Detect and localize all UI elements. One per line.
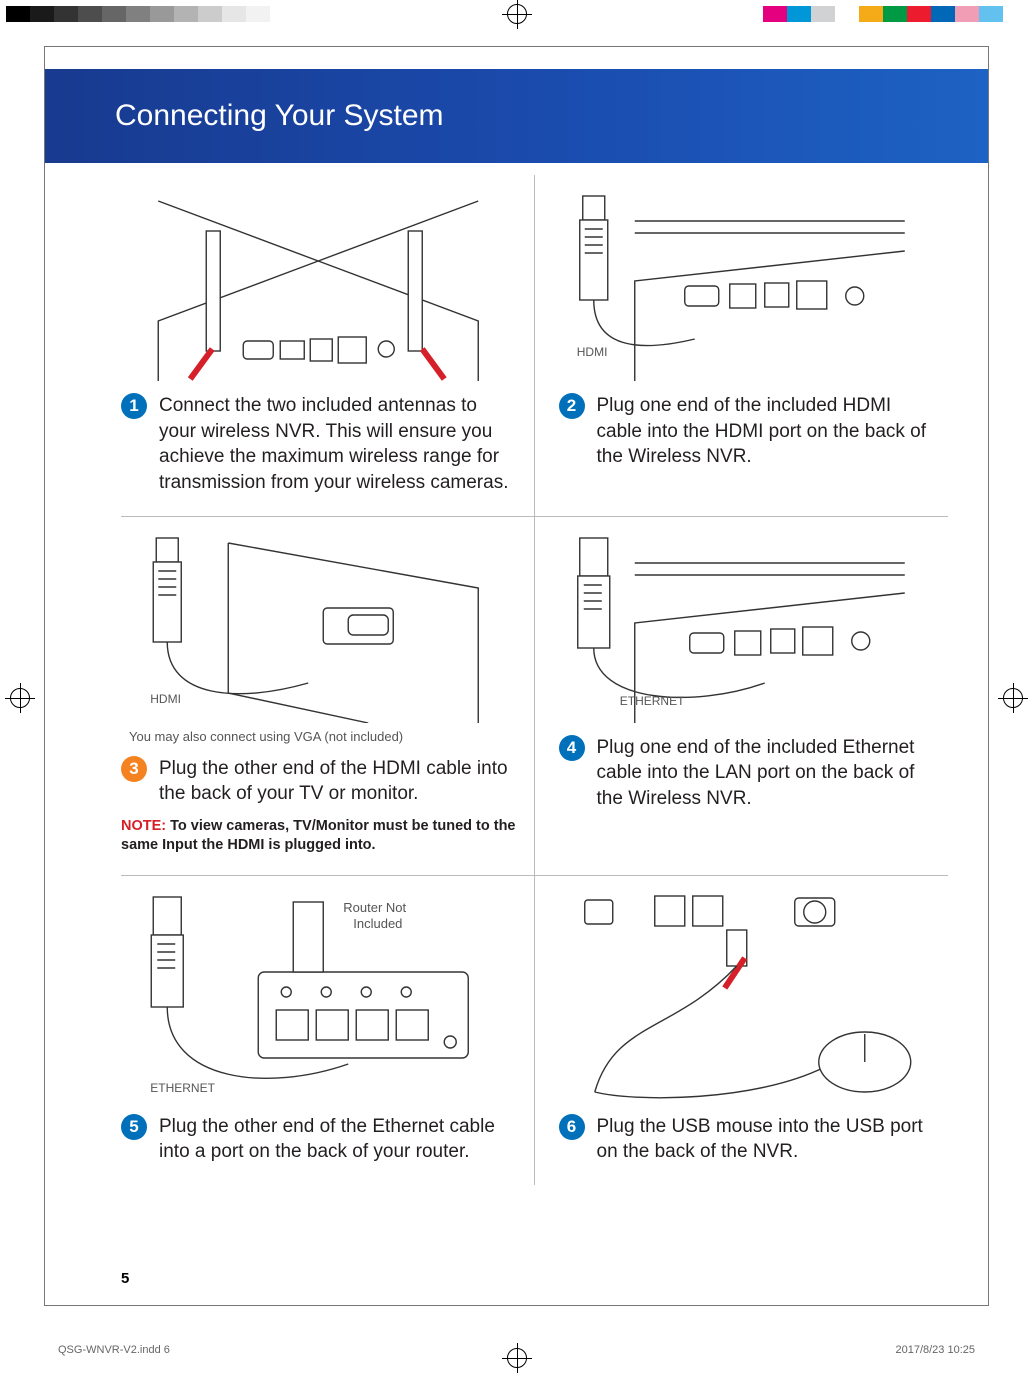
step-number-badge: 4: [559, 735, 585, 761]
label: ETHERNET: [150, 1081, 215, 1095]
color-swatches: [739, 6, 1027, 22]
label: HDMI: [576, 345, 607, 359]
step-4-illustration: ETHERNET: [559, 533, 931, 723]
step-number-badge: 6: [559, 1114, 585, 1140]
footer-date: 2017/8/23 10:25: [895, 1344, 975, 1356]
steps-grid: 1 Connect the two included antennas to y…: [45, 163, 988, 1185]
step-6: 6 Plug the USB mouse into the USB port o…: [559, 1114, 931, 1165]
label: ETHERNET: [619, 694, 684, 708]
step-number-badge: 1: [121, 393, 147, 419]
registration-mark-icon: [507, 4, 527, 24]
footer-file: QSG-WNVR-V2.indd 6: [58, 1344, 170, 1356]
step-1-illustration: [121, 191, 516, 381]
step-5-cell: Router Not Included ETHERNET 5 Plug the …: [121, 876, 535, 1185]
step-6-cell: 6 Plug the USB mouse into the USB port o…: [535, 876, 949, 1185]
step-2: 2 Plug one end of the included HDMI cabl…: [559, 393, 931, 470]
page-frame: Connecting Your System: [44, 46, 989, 1306]
step-text: Plug the other end of the Ethernet cable…: [159, 1114, 516, 1165]
step-text: Plug one end of the included HDMI cable …: [597, 393, 931, 470]
svg-text:Router Not: Router Not: [343, 900, 406, 915]
step-text: Plug the other end of the HDMI cable int…: [159, 756, 516, 807]
step-number-badge: 5: [121, 1114, 147, 1140]
step-1-cell: 1 Connect the two included antennas to y…: [121, 175, 535, 517]
svg-text:Included: Included: [353, 916, 402, 931]
step-3: 3 Plug the other end of the HDMI cable i…: [121, 756, 516, 807]
step-3-warning: NOTE: To view cameras, TV/Monitor must b…: [121, 817, 516, 855]
warning-prefix: NOTE:: [121, 818, 166, 834]
step-2-illustration: HDMI: [559, 191, 931, 381]
step-3-cell: HDMI You may also connect using VGA (not…: [121, 517, 535, 876]
crop-marks-top: [0, 4, 1033, 24]
step-text: Connect the two included antennas to you…: [159, 393, 516, 496]
step-4-cell: ETHERNET 4 Plug one end of the included …: [535, 517, 949, 876]
step-3-subnote: You may also connect using VGA (not incl…: [129, 729, 516, 744]
label: HDMI: [150, 692, 181, 706]
step-5-illustration: Router Not Included ETHERNET: [121, 892, 516, 1102]
step-2-cell: HDMI 2 Plug one end of the included HDMI…: [535, 175, 949, 517]
page-title: Connecting Your System: [45, 69, 988, 163]
step-number-badge: 2: [559, 393, 585, 419]
step-6-illustration: [559, 892, 931, 1102]
step-text: Plug one end of the included Ethernet ca…: [597, 735, 931, 812]
step-number-badge: 3: [121, 756, 147, 782]
step-1: 1 Connect the two included antennas to y…: [121, 393, 516, 496]
warning-body: To view cameras, TV/Monitor must be tune…: [121, 818, 516, 853]
step-5: 5 Plug the other end of the Ethernet cab…: [121, 1114, 516, 1165]
registration-mark-icon: [1003, 688, 1023, 708]
registration-mark-icon: [10, 688, 30, 708]
page-number: 5: [121, 1270, 129, 1287]
grayscale-swatches: [6, 6, 294, 22]
step-3-illustration: HDMI: [121, 533, 516, 723]
step-text: Plug the USB mouse into the USB port on …: [597, 1114, 931, 1165]
prepress-footer: QSG-WNVR-V2.indd 6 2017/8/23 10:25: [58, 1344, 975, 1356]
step-4: 4 Plug one end of the included Ethernet …: [559, 735, 931, 812]
